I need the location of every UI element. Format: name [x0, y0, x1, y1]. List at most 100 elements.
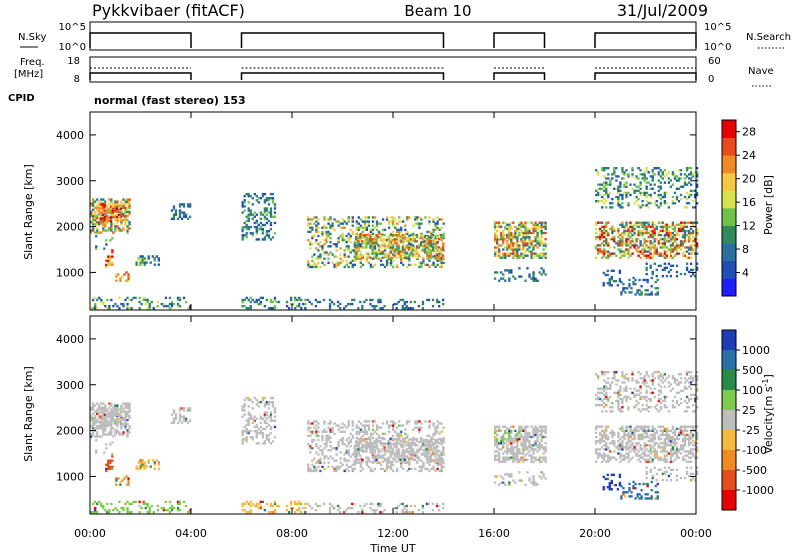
power-colorbar-swatch: [722, 243, 736, 261]
power-echo-cell: [424, 240, 426, 242]
velocity-echo-cell: [506, 446, 508, 448]
velocity-echo-cell: [355, 452, 357, 454]
power-echo-cell: [652, 171, 654, 173]
power-echo-cell: [502, 236, 504, 238]
power-echo-cell: [668, 181, 670, 183]
velocity-echo-cell: [110, 429, 112, 431]
velocity-echo-cell: [426, 450, 428, 452]
power-echo-cell: [625, 252, 627, 254]
velocity-echo-cell: [126, 407, 128, 409]
power-echo-cell: [420, 242, 422, 244]
power-echo-cell: [652, 234, 654, 236]
velocity-echo-cell: [92, 421, 94, 423]
velocity-echo-cell: [311, 507, 313, 509]
power-echo-cell: [603, 202, 605, 204]
power-echo-cell: [339, 307, 341, 309]
power-echo-cell: [270, 209, 272, 211]
velocity-echo-cell: [506, 473, 508, 475]
velocity-echo-cell: [307, 422, 309, 424]
power-echo-cell: [378, 231, 380, 233]
power-echo-cell: [114, 227, 116, 229]
power-echo-cell: [627, 236, 629, 238]
power-echo-cell: [532, 224, 534, 226]
velocity-echo-cell: [102, 507, 104, 509]
velocity-echo-cell: [264, 440, 266, 442]
power-echo-cell: [692, 269, 694, 271]
power-echo-cell: [329, 227, 331, 229]
velocity-echo-cell: [518, 461, 520, 463]
power-echo-cell: [502, 255, 504, 257]
power-echo-cell: [652, 226, 654, 228]
velocity-echo-cell: [402, 461, 404, 463]
power-echo-cell: [142, 259, 144, 261]
power-echo-cell: [684, 224, 686, 226]
power-echo-cell: [124, 211, 126, 213]
power-echo-cell: [250, 195, 252, 197]
power-echo-cell: [641, 224, 643, 226]
velocity-echo-cell: [348, 453, 350, 455]
power-echo-cell: [621, 206, 623, 208]
velocity-echo-cell: [389, 442, 391, 444]
velocity-echo-cell: [246, 432, 248, 434]
velocity-echo-cell: [357, 511, 359, 513]
power-echo-cell: [682, 236, 684, 238]
velocity-echo-cell: [398, 452, 400, 454]
velocity-echo-cell: [436, 431, 438, 433]
power-echo-cell: [436, 227, 438, 229]
power-echo-cell: [536, 226, 538, 228]
velocity-echo-cell: [536, 444, 538, 446]
power-echo-cell: [430, 264, 432, 266]
velocity-echo-cell: [398, 459, 400, 461]
velocity-echo-cell: [607, 461, 609, 463]
power-echo-cell: [311, 235, 313, 237]
power-echo-cell: [104, 206, 106, 208]
power-echo-cell: [438, 260, 440, 262]
power-echo-cell: [609, 206, 611, 208]
velocity-echo-cell: [504, 438, 506, 440]
power-echo-cell: [599, 228, 601, 230]
velocity-echo-cell: [392, 420, 394, 422]
velocity-echo-cell: [498, 442, 500, 444]
velocity-echo-cell: [96, 433, 98, 435]
power-echo-cell: [321, 231, 323, 233]
power-echo-cell: [504, 226, 506, 228]
velocity-echo-cell: [92, 407, 94, 409]
power-echo-cell: [254, 226, 256, 228]
power-echo-cell: [416, 216, 418, 218]
velocity-echo-cell: [639, 448, 641, 450]
power-echo-cell: [402, 264, 404, 266]
power-echo-cell: [408, 257, 410, 259]
velocity-echo-cell: [524, 426, 526, 428]
power-echo-cell: [607, 222, 609, 224]
power-echo-cell: [268, 197, 270, 199]
power-echo-cell: [126, 215, 128, 217]
power-echo-cell: [274, 203, 276, 205]
velocity-echo-cell: [426, 456, 428, 458]
velocity-echo-cell: [621, 426, 623, 428]
power-echo-cell: [350, 251, 352, 253]
power-echo-cell: [530, 250, 532, 252]
power-echo-cell: [524, 242, 526, 244]
power-echo-cell: [635, 222, 637, 224]
power-echo-cell: [510, 234, 512, 236]
plot-title: Pykkvibaer (fitACF): [92, 1, 245, 20]
velocity-echo-cell: [508, 473, 510, 475]
velocity-echo-cell: [352, 429, 354, 431]
power-echo-cell: [418, 222, 420, 224]
velocity-echo-cell: [110, 410, 112, 412]
velocity-echo-cell: [146, 465, 148, 467]
velocity-echo-cell: [619, 428, 621, 430]
power-echo-cell: [307, 231, 309, 233]
velocity-echo-cell: [361, 440, 363, 442]
velocity-echo-cell: [100, 407, 102, 409]
velocity-echo-cell: [92, 511, 94, 513]
power-echo-cell: [646, 167, 648, 169]
velocity-echo-cell: [522, 450, 524, 452]
power-echo-cell: [364, 227, 366, 229]
power-echo-cell: [633, 244, 635, 246]
velocity-echo-cell: [323, 455, 325, 457]
power-echo-cell: [662, 230, 664, 232]
power-echo-cell: [434, 242, 436, 244]
power-echo-cell: [522, 238, 524, 240]
power-echo-cell: [128, 211, 130, 213]
